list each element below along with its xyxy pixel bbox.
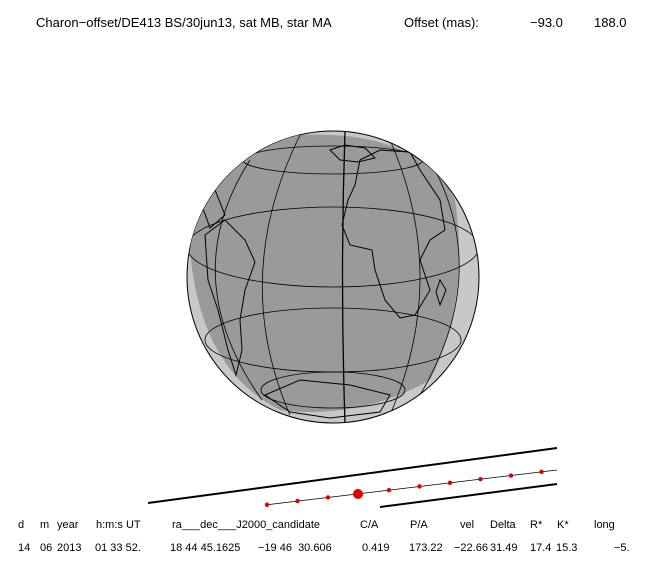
path-north-limit: [147, 447, 558, 504]
time-dot: [478, 476, 483, 482]
time-dot: [447, 480, 453, 486]
column-value: 18 44 45.1625: [170, 542, 240, 554]
path-south-limit: [379, 483, 558, 508]
column-header: m: [40, 519, 49, 531]
time-dot: [295, 498, 300, 504]
offset-label: Offset (mas):: [404, 15, 479, 30]
time-dot: [325, 495, 331, 500]
column-value: 2013: [57, 542, 81, 554]
column-header: C/A: [360, 519, 379, 531]
column-value: 06: [40, 542, 52, 554]
column-header: d: [18, 519, 24, 531]
title: Charon−offset/DE413 BS/30jun13, sat MB, …: [36, 15, 332, 30]
event-table: d m year h:m:s UT ra___dec___J2000_candidate…: [18, 519, 630, 554]
time-dot: [508, 473, 514, 478]
column-value: 0.419: [362, 542, 390, 554]
column-value: −5.: [614, 542, 630, 554]
column-value: −19 46 30.606: [258, 542, 332, 554]
column-header: R*: [530, 519, 543, 531]
column-header: long: [594, 519, 615, 531]
column-header: vel: [460, 519, 474, 531]
column-value: 01 33 52.: [95, 542, 141, 554]
column-header: h:m:s UT: [96, 519, 141, 531]
column-header: K*: [557, 519, 569, 531]
time-dot: [386, 487, 392, 493]
closest-approach: [353, 489, 363, 499]
time-dot: [417, 484, 422, 489]
column-header: year: [57, 519, 79, 531]
offset-value: −93.0: [530, 15, 563, 30]
column-header: P/A: [410, 519, 428, 531]
column-value: 173.22: [409, 542, 443, 554]
column-value: −22.66: [454, 542, 488, 554]
header: Charon−offset/DE413 BS/30jun13, sat MB, …: [36, 15, 627, 30]
globe: [186, 130, 480, 424]
shadow-path: [147, 447, 558, 508]
column-header: ra___dec___J2000_candidate: [172, 519, 320, 531]
path-center: [264, 469, 558, 506]
time-dot: [539, 469, 544, 475]
offset-value: 188.0: [594, 15, 627, 30]
column-value: 14: [18, 542, 30, 554]
column-header: Delta: [490, 519, 517, 531]
time-dot: [264, 502, 270, 507]
column-value: 15.3: [556, 542, 577, 554]
column-value: 17.4: [530, 542, 551, 554]
column-value: 31.49: [490, 542, 518, 554]
